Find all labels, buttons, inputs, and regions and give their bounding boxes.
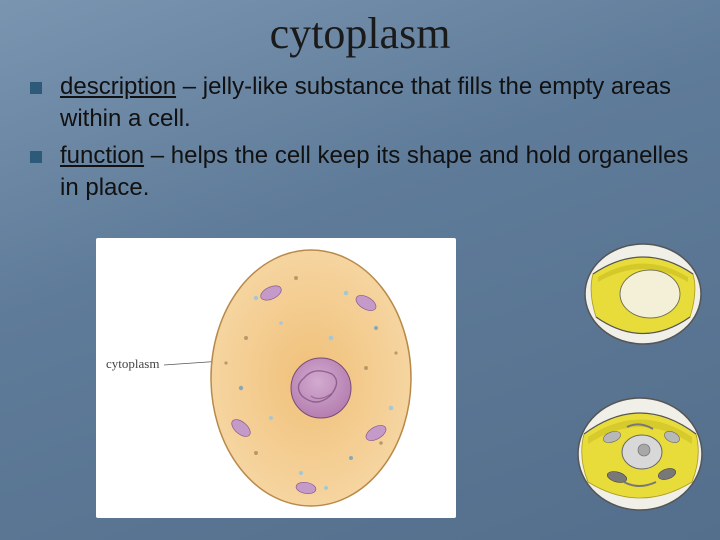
cutaway-bottom-svg (572, 382, 708, 518)
plant-cell-cutaway-diagram (578, 232, 708, 352)
diagram-canvas: cytoplasm (96, 238, 456, 518)
diagram-label: cytoplasm (106, 356, 159, 371)
main-cell-diagram: cytoplasm (96, 238, 456, 518)
bullet-label: function (60, 142, 144, 169)
bullet-square-icon (30, 82, 42, 94)
cutaway-top-svg (578, 232, 708, 352)
nucleus (291, 358, 351, 418)
bullet-square-icon (30, 151, 42, 163)
bullet-text: description – jelly-like substance that … (60, 71, 692, 136)
cell-svg: cytoplasm (96, 238, 456, 518)
bullet-list: description – jelly-like substance that … (0, 71, 720, 205)
bullet-body: – helps the cell keep its shape and hold… (60, 142, 688, 201)
bullet-text: function – helps the cell keep its shape… (60, 140, 692, 205)
bullet-item: description – jelly-like substance that … (30, 71, 692, 136)
bullet-item: function – helps the cell keep its shape… (30, 140, 692, 205)
slide-title: cytoplasm (0, 0, 720, 71)
animal-cell-cutaway-diagram (572, 382, 708, 518)
bullet-label: description (60, 73, 176, 100)
